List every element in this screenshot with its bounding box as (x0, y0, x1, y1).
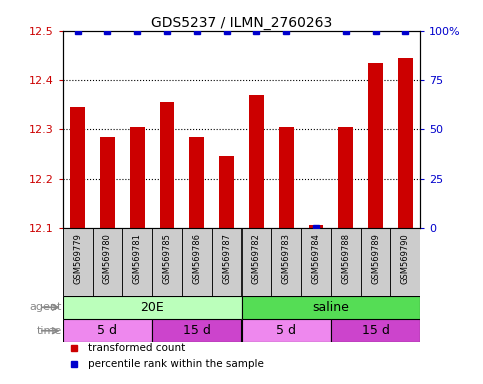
Text: agent: agent (30, 302, 62, 312)
Text: 20E: 20E (140, 301, 164, 314)
Bar (279, 127, 294, 228)
Text: GSM569779: GSM569779 (73, 233, 82, 284)
Text: GSM569788: GSM569788 (341, 233, 350, 284)
Bar (338, 127, 353, 228)
Text: GSM569784: GSM569784 (312, 233, 320, 284)
Text: GSM569785: GSM569785 (163, 233, 171, 284)
Text: GSM569781: GSM569781 (133, 233, 142, 284)
Bar (100, 137, 115, 228)
Bar (182, 228, 212, 296)
Text: 5 d: 5 d (276, 324, 296, 337)
Text: 15 d: 15 d (362, 324, 389, 337)
Bar (309, 225, 324, 228)
Text: percentile rank within the sample: percentile rank within the sample (88, 359, 264, 369)
Bar (271, 228, 301, 296)
Text: GSM569789: GSM569789 (371, 233, 380, 284)
Title: GDS5237 / ILMN_2760263: GDS5237 / ILMN_2760263 (151, 16, 332, 30)
Text: transformed count: transformed count (88, 343, 185, 353)
Text: GSM569787: GSM569787 (222, 233, 231, 284)
Bar (361, 228, 390, 296)
Bar (242, 228, 271, 296)
Bar (331, 228, 361, 296)
Text: GSM569790: GSM569790 (401, 233, 410, 284)
Bar (70, 107, 85, 228)
Bar (159, 102, 174, 228)
Bar (63, 319, 152, 342)
Bar (301, 228, 331, 296)
Text: 5 d: 5 d (98, 324, 117, 337)
Bar (152, 228, 182, 296)
Bar (63, 228, 93, 296)
Bar (390, 228, 420, 296)
Bar (63, 296, 242, 319)
Bar (130, 127, 145, 228)
Text: GSM569786: GSM569786 (192, 233, 201, 284)
Bar (122, 228, 152, 296)
Text: 15 d: 15 d (183, 324, 211, 337)
Bar (189, 137, 204, 228)
Bar (368, 63, 383, 228)
Bar (331, 319, 420, 342)
Bar (152, 319, 242, 342)
Bar (249, 95, 264, 228)
Text: GSM569782: GSM569782 (252, 233, 261, 284)
Bar (212, 228, 242, 296)
Bar (242, 296, 420, 319)
Bar (242, 319, 331, 342)
Bar (93, 228, 122, 296)
Bar (219, 156, 234, 228)
Text: time: time (37, 326, 62, 336)
Text: GSM569783: GSM569783 (282, 233, 291, 284)
Bar (398, 58, 413, 228)
Text: GSM569780: GSM569780 (103, 233, 112, 284)
Text: saline: saline (313, 301, 349, 314)
